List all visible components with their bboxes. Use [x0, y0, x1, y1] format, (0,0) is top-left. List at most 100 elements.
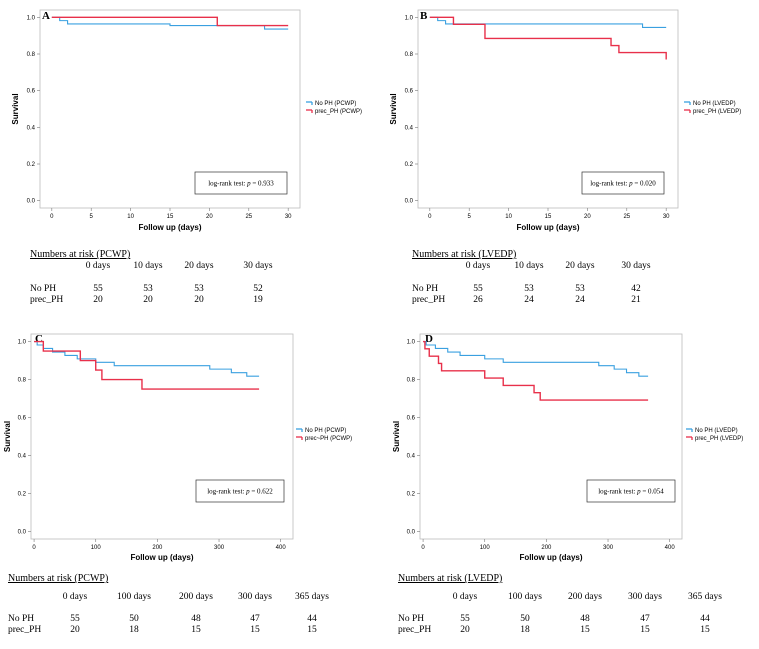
- y-tick-label: 0.6: [18, 416, 27, 422]
- log-rank-value: = 0.054: [641, 488, 665, 496]
- y-tick-label: 0.2: [405, 162, 414, 168]
- y-tick-label: 0.4: [407, 453, 416, 459]
- y-tick-label: 0.4: [405, 125, 414, 131]
- log-rank-value: = 0.933: [251, 180, 275, 188]
- risk-table-cell: 20: [143, 295, 153, 305]
- log-rank-value: = 0.622: [250, 488, 274, 496]
- y-tick-label: 0.0: [407, 529, 416, 535]
- risk-table-row-label: No PH: [8, 614, 35, 624]
- risk-table-cell: 15: [700, 625, 710, 635]
- y-tick-label: 0.8: [27, 52, 36, 58]
- risk-table-cell: 53: [194, 284, 204, 294]
- y-axis-label: Survival: [392, 421, 401, 452]
- log-rank-p: p: [245, 488, 250, 496]
- risk-table-cell: 24: [575, 295, 585, 305]
- risk-table-title: Numbers at risk (LVEDP): [398, 573, 503, 584]
- log-rank-prefix: log-rank test:: [208, 180, 247, 188]
- y-tick-label: 0.4: [18, 453, 27, 459]
- risk-table-cell: 18: [129, 625, 139, 635]
- y-tick-label: 0.2: [27, 162, 36, 168]
- risk-table-cell: 24: [524, 295, 534, 305]
- x-tick-label: 20: [584, 214, 591, 220]
- risk-table-column-header: 0 days: [85, 261, 111, 271]
- x-axis-label: Follow up (days): [516, 223, 579, 232]
- y-axis-label: Survival: [11, 93, 20, 124]
- risk-table-cell: 15: [250, 625, 260, 635]
- plot-frame: [30, 333, 294, 540]
- legend-label: prec~PH (PCWP): [305, 436, 352, 442]
- y-tick-label: 0.8: [18, 378, 27, 384]
- y-tick-label: 0.4: [27, 125, 36, 131]
- x-tick-label: 400: [665, 545, 676, 551]
- risk-table-cell: 20: [93, 295, 103, 305]
- x-tick-label: 15: [167, 214, 174, 220]
- risk-table-column-header: 20 days: [184, 261, 214, 271]
- risk-table-cell: 53: [143, 284, 153, 294]
- survival-curve-prec-ph: [423, 340, 649, 401]
- x-tick-label: 0: [421, 545, 425, 551]
- risk-table-column-header: 0 days: [452, 592, 478, 602]
- legend-label: prec_PH (LVEDP): [695, 436, 743, 442]
- log-rank-prefix: log-rank test:: [590, 180, 629, 188]
- risk-table-row-label: No PH: [30, 284, 57, 294]
- risk-table-column-header: 200 days: [178, 592, 214, 602]
- risk-table-column-header: 20 days: [565, 261, 595, 271]
- risk-table-column-header: 30 days: [621, 261, 651, 271]
- y-tick-label: 0.0: [405, 199, 414, 205]
- y-tick-label: 1.0: [405, 15, 414, 21]
- risk-table-cell: 55: [93, 284, 103, 294]
- survival-curve-prec-ph: [34, 340, 260, 390]
- x-tick-label: 30: [663, 214, 670, 220]
- risk-table-column-header: 365 days: [294, 592, 330, 602]
- x-tick-label: 15: [545, 214, 552, 220]
- log-rank-annotation: log-rank test: p = 0.933: [208, 180, 274, 188]
- risk-table-title: Numbers at risk (PCWP): [30, 249, 131, 260]
- legend-label: No PH (PCWP): [305, 428, 346, 434]
- x-tick-label: 100: [91, 545, 102, 551]
- x-axis-label: Follow up (days): [138, 223, 201, 232]
- x-tick-label: 400: [276, 545, 287, 551]
- risk-table-cell: 15: [640, 625, 650, 635]
- x-tick-label: 300: [214, 545, 225, 551]
- log-rank-annotation: log-rank test: p = 0.020: [590, 180, 656, 188]
- x-tick-label: 0: [50, 214, 54, 220]
- x-tick-label: 10: [505, 214, 512, 220]
- risk-table-title: Numbers at risk (LVEDP): [412, 249, 517, 260]
- log-rank-p: p: [628, 180, 633, 188]
- y-tick-label: 0.2: [18, 491, 27, 497]
- y-tick-label: 0.6: [407, 416, 416, 422]
- x-tick-label: 0: [32, 545, 36, 551]
- risk-table-cell: 20: [194, 295, 204, 305]
- risk-table-cell: 15: [307, 625, 317, 635]
- risk-table-column-header: 365 days: [687, 592, 723, 602]
- risk-table-cell: 48: [580, 614, 590, 624]
- risk-table-column-header: 0 days: [62, 592, 88, 602]
- y-tick-label: 0.6: [405, 89, 414, 95]
- risk-table-column-header: 200 days: [567, 592, 603, 602]
- legend-label: prec_PH (LVEDP): [693, 109, 741, 115]
- risk-table-row-label: prec_PH: [8, 625, 42, 635]
- y-axis-label: Survival: [389, 93, 398, 124]
- x-axis-label: Follow up (days): [519, 553, 582, 562]
- risk-table-cell: 55: [460, 614, 470, 624]
- risk-table-cell: 15: [580, 625, 590, 635]
- log-rank-box: [581, 171, 665, 195]
- log-rank-p: p: [636, 488, 641, 496]
- log-rank-annotation: log-rank test: p = 0.054: [598, 488, 664, 496]
- risk-table-row-label: No PH: [412, 284, 439, 294]
- risk-table-cell: 15: [191, 625, 201, 635]
- legend-label: prec_PH (PCWP): [315, 109, 362, 115]
- y-tick-label: 0.0: [27, 199, 36, 205]
- panel-letter: C: [35, 333, 43, 345]
- panel-letter: D: [425, 333, 433, 345]
- survival-curve-prec-ph: [429, 16, 667, 60]
- y-tick-label: 0.0: [18, 529, 27, 535]
- risk-table-row-label: prec_PH: [30, 295, 64, 305]
- x-axis-label: Follow up (days): [130, 553, 193, 562]
- risk-table-cell: 47: [250, 614, 260, 624]
- y-tick-label: 1.0: [18, 340, 27, 346]
- log-rank-value: = 0.020: [633, 180, 657, 188]
- risk-table-cell: 21: [631, 295, 641, 305]
- legend-label: No PH (PCWP): [315, 101, 356, 107]
